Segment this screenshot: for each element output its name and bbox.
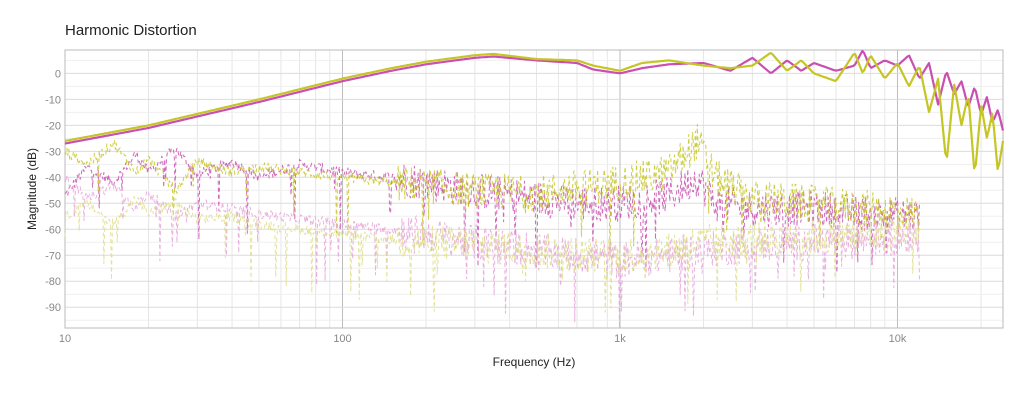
series-layer (64, 49, 1005, 329)
y-tick-label: -20 (45, 120, 61, 132)
y-tick-label: -50 (45, 198, 61, 210)
y-tick-label: -10 (45, 94, 61, 106)
harmonic-series-line (64, 147, 920, 274)
x-tick-label: 100 (333, 333, 351, 345)
y-axis-ticks: 0 -10 -20 -30 -40 -50 -60 -70 -80 -90 (45, 68, 61, 314)
x-tick-label: 10k (889, 333, 907, 345)
harmonic-series-line (64, 174, 920, 329)
fundamental-series-line (64, 49, 1005, 145)
y-tick-label: -40 (45, 172, 61, 184)
y-tick-label: 0 (55, 68, 61, 80)
fundamental-series-line (64, 51, 1005, 171)
x-tick-label: 10 (59, 333, 71, 345)
x-tick-label: 1k (614, 333, 626, 345)
y-axis-label: Magnitude (dB) (25, 148, 39, 230)
harmonic-series-line (64, 196, 920, 313)
y-tick-label: -70 (45, 250, 61, 262)
y-tick-label: -60 (45, 224, 61, 236)
chart-title: Harmonic Distortion (65, 22, 197, 39)
plot-frame (64, 49, 1004, 329)
y-tick-label: -80 (45, 276, 61, 288)
x-axis-ticks: 10 100 1k 10k (59, 333, 907, 345)
x-axis-label: Frequency (Hz) (493, 355, 576, 369)
harmonic-series-line (64, 123, 920, 258)
y-tick-label: -30 (45, 146, 61, 158)
y-tick-label: -90 (45, 302, 61, 314)
